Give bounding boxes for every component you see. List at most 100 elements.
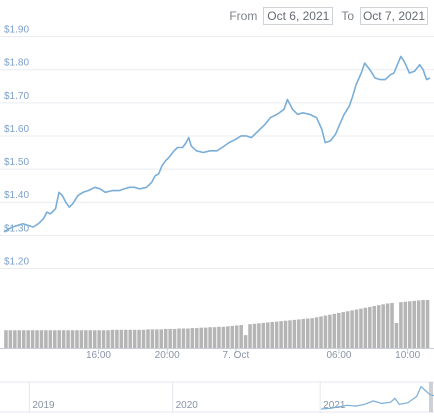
volume-bar [212,327,217,348]
volume-bar [257,323,261,348]
volume-bar [84,330,88,348]
volume-bar [314,317,319,348]
volume-bar [199,327,203,348]
volume-bar [230,325,235,348]
volume-bar [421,300,425,348]
volume-bar [181,328,186,348]
volume-bar [30,330,35,348]
from-date-input[interactable] [263,7,334,25]
volume-bar [221,326,226,348]
volume-bar [97,330,101,348]
volume-bar [35,330,39,348]
volume-bar [266,322,270,348]
volume-bar [394,323,399,348]
volume-bar [163,328,168,348]
volume-bar [274,321,279,348]
y-tick-label: $1.70 [4,91,29,102]
volume-bar [150,329,155,348]
x-tick-label: 06:00 [326,350,351,361]
volume-bar [17,330,22,348]
volume-bar [128,329,132,348]
navigator-year-label: 2021 [323,400,346,411]
volume-bar [21,330,26,348]
volume-bar [217,326,221,348]
to-date-input[interactable] [360,7,428,25]
volume-bar [372,306,377,348]
volume-bar [92,330,97,348]
volume-bar [88,330,93,348]
volume-bar [177,328,181,348]
volume-bar [13,330,17,348]
volume-bar [168,328,172,348]
volume-bar [385,303,390,348]
x-tick-label: 10:00 [395,350,420,361]
navigator[interactable]: 2019 2020 2021 [0,381,434,413]
volume-bar [399,302,403,348]
volume-bar [137,329,141,348]
y-tick-label: $1.30 [4,223,29,234]
volume-bar [53,330,57,348]
volume-bar [345,311,350,348]
volume-bar [261,322,266,348]
volume-bar [368,306,372,348]
volume-bar [408,301,412,348]
navigator-year-label: 2020 [176,400,199,411]
navigator-year-label: 2019 [32,400,55,411]
volume-bar [319,316,323,348]
y-tick-label: $1.90 [4,25,29,36]
volume-bar [350,310,354,348]
volume-bar [26,330,30,348]
volume-bar [159,329,164,348]
volume-bar [354,309,359,348]
volume-bar [44,330,48,348]
volume-bar [328,314,332,348]
y-tick-label: $1.60 [4,124,29,135]
navigator-series-line [321,385,434,410]
navigator-range-handle[interactable] [429,382,433,412]
volume-bar [195,328,199,348]
volume-bar [239,325,243,348]
volume-bar [124,329,128,348]
volume-bar [70,330,75,348]
volume-bar [359,308,363,348]
date-range-selector: From To [229,6,428,26]
volume-bar [337,312,341,348]
volume-bar [390,303,394,348]
x-tick-label: 16:00 [86,350,111,361]
volume-bar [323,315,328,348]
volume-bar [412,300,416,348]
volume-bar [190,328,195,348]
volume-bar [146,329,150,348]
volume-bar [141,329,146,348]
volume-bar [288,320,292,348]
volume-bar [66,330,70,348]
volume-bar [155,329,159,348]
y-tick-label: $1.20 [4,256,29,267]
y-axis-ticks: $1.20 $1.30 $1.40 $1.50 $1.60 $1.70 $1.80 $1.90 [4,25,29,268]
volume-bar [252,323,257,348]
volume-bar [75,330,79,348]
price-line [3,55,431,233]
volume-bar [243,335,248,348]
volume-bar [248,324,252,348]
volume-bar [270,322,274,348]
to-label: To [341,9,354,23]
volume-bar [425,300,430,348]
volume-bar [341,312,345,348]
volume-bar [376,305,381,348]
volume-bar [57,330,61,348]
volume-bar [363,307,368,348]
volume-bar [110,329,115,348]
volume-bar [332,313,337,348]
volume-bar [115,329,119,348]
y-tick-label: $1.50 [4,157,29,168]
x-axis-ticks: 16:00 20:00 7. Oct 06:00 10:00 [0,348,434,361]
y-tick-label: $1.40 [4,190,29,201]
y-tick-label: $1.80 [4,58,29,69]
volume-bar [39,330,44,348]
grid-lines [0,36,434,269]
volume-bar [305,318,310,348]
volume-bar [79,330,84,348]
volume-bar [4,330,8,348]
